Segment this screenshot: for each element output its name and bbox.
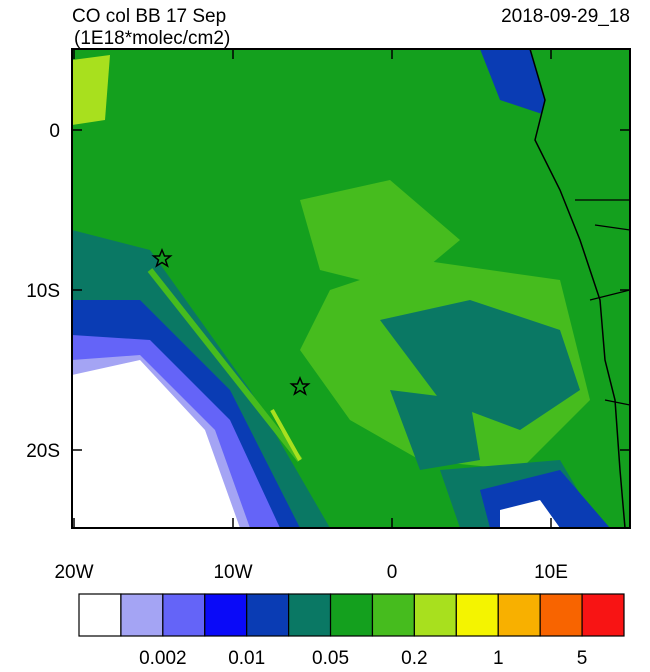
units: (1E18*molec/cm2) xyxy=(74,28,230,49)
lon-label: 10E xyxy=(534,562,568,583)
colorbar-label: 0.01 xyxy=(228,648,265,667)
lat-label: 20S xyxy=(26,441,60,462)
colorbar-box xyxy=(539,593,583,637)
colorbar-box xyxy=(371,593,415,637)
field xyxy=(72,49,630,528)
colorbar-box xyxy=(78,593,122,637)
date: 2018-09-29_18 xyxy=(501,6,630,27)
colorbar-box xyxy=(329,593,374,637)
colorbar-box xyxy=(288,593,332,637)
colorbar-box xyxy=(204,593,248,637)
colorbar-label: 5 xyxy=(577,648,588,667)
colorbar-box xyxy=(120,593,164,637)
colorbar-label: 0.05 xyxy=(312,648,349,667)
colorbar-box xyxy=(497,593,541,637)
lon-label: 0 xyxy=(387,562,398,583)
colorbar-box xyxy=(581,593,625,637)
lat-label: 10S xyxy=(26,281,60,302)
star-marker xyxy=(289,376,311,396)
colorbar-label: 0.2 xyxy=(401,648,427,667)
map-frame xyxy=(71,48,631,529)
colorbar-box xyxy=(246,593,290,637)
star-marker xyxy=(151,248,173,268)
colorbar-box xyxy=(455,593,499,637)
colorbar-label: 0.002 xyxy=(139,648,187,667)
lat-label: 0 xyxy=(49,121,60,142)
colorbar-label: 1 xyxy=(493,648,504,667)
title: CO col BB 17 Sep xyxy=(72,6,226,27)
lon-label: 10W xyxy=(213,562,252,583)
colorbar-box xyxy=(162,593,206,637)
colorbar-box xyxy=(413,593,457,637)
lon-label: 20W xyxy=(54,562,93,583)
